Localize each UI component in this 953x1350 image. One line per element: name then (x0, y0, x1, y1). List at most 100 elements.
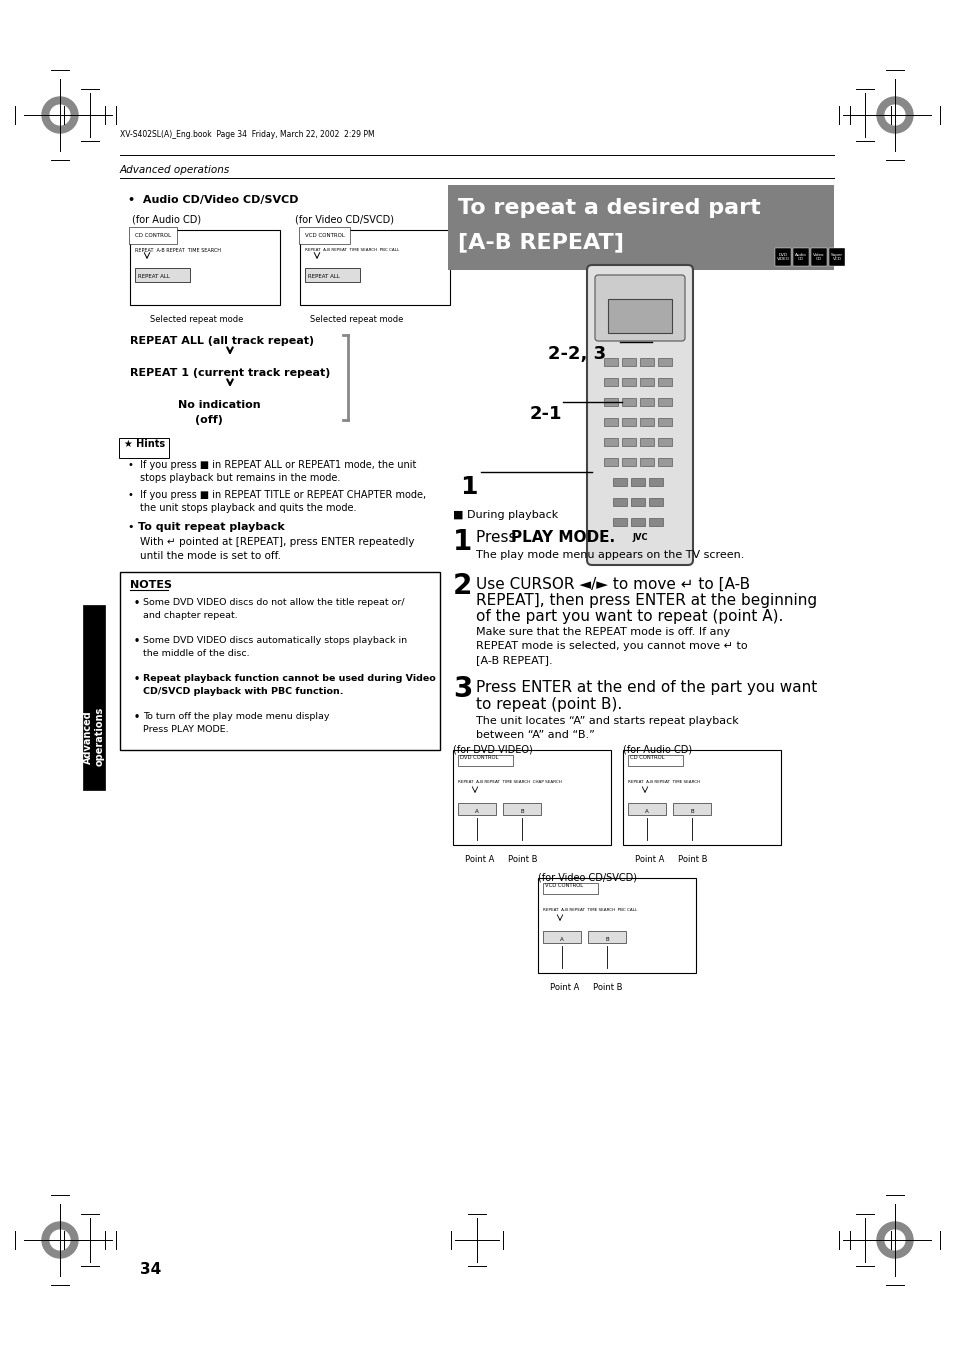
Bar (639, 437, 654, 446)
Text: The unit locates “A” and starts repeat playback: The unit locates “A” and starts repeat p… (476, 716, 738, 726)
Text: •: • (133, 711, 140, 722)
Bar (622, 751, 781, 845)
Bar (648, 478, 662, 486)
Bar (621, 458, 636, 466)
Text: CD/SVCD playback with PBC function.: CD/SVCD playback with PBC function. (143, 687, 343, 697)
Bar (639, 398, 654, 406)
Text: REPEAT  A-B REPEAT  TIME SEARCH  PBC CALL: REPEAT A-B REPEAT TIME SEARCH PBC CALL (542, 909, 637, 913)
Text: Press ENTER at the end of the part you want: Press ENTER at the end of the part you w… (476, 680, 817, 695)
Bar (639, 378, 654, 386)
Text: The play mode menu appears on the TV screen.: The play mode menu appears on the TV scr… (476, 549, 743, 560)
Text: B: B (519, 809, 523, 814)
Circle shape (876, 97, 912, 134)
Text: Some DVD VIDEO discs automatically stops playback in: Some DVD VIDEO discs automatically stops… (143, 636, 407, 645)
Circle shape (51, 1230, 70, 1250)
Bar (120, 572, 439, 751)
Text: B: B (604, 937, 608, 942)
Text: of the part you want to repeat (point A).: of the part you want to repeat (point A)… (476, 609, 782, 624)
Text: Advanced operations: Advanced operations (120, 165, 230, 176)
Bar (672, 803, 710, 815)
Text: •: • (133, 636, 140, 647)
Bar (603, 358, 618, 366)
Text: Super
VCD: Super VCD (830, 252, 842, 262)
Bar (658, 378, 671, 386)
Bar (613, 498, 626, 506)
Bar (603, 398, 618, 406)
Bar (639, 358, 654, 366)
Bar (828, 248, 844, 266)
Text: REPEAT  A-B REPEAT  TIME SEARCH: REPEAT A-B REPEAT TIME SEARCH (135, 248, 221, 252)
Text: VCD CONTROL: VCD CONTROL (544, 883, 582, 888)
Text: REPEAT ALL: REPEAT ALL (138, 274, 170, 279)
Text: A: A (644, 809, 648, 814)
Text: (for Video CD/SVCD): (for Video CD/SVCD) (294, 215, 394, 225)
Text: REPEAT], then press ENTER at the beginning: REPEAT], then press ENTER at the beginni… (476, 593, 817, 608)
Text: JVC: JVC (632, 533, 647, 541)
Text: With ↵ pointed at [REPEAT], press ENTER repeatedly: With ↵ pointed at [REPEAT], press ENTER … (140, 537, 414, 547)
Bar (774, 248, 790, 266)
Bar (603, 418, 618, 427)
Text: XV-S402SL(A)_Eng.book  Page 34  Friday, March 22, 2002  2:29 PM: XV-S402SL(A)_Eng.book Page 34 Friday, Ma… (120, 130, 375, 139)
Text: the unit stops playback and quits the mode.: the unit stops playback and quits the mo… (140, 504, 356, 513)
Bar (658, 437, 671, 446)
Text: Press: Press (476, 531, 521, 545)
Bar (537, 878, 696, 973)
Text: Selected repeat mode: Selected repeat mode (310, 315, 403, 324)
Text: Point A: Point A (464, 855, 494, 864)
Text: A: A (475, 809, 478, 814)
Bar (621, 398, 636, 406)
Text: DVD
VIDEO: DVD VIDEO (776, 252, 789, 262)
Text: Use CURSOR ◄/► to move ↵ to [A-B: Use CURSOR ◄/► to move ↵ to [A-B (476, 576, 749, 593)
Text: Advanced
operations: Advanced operations (83, 707, 105, 767)
Text: 2: 2 (453, 572, 472, 599)
Text: (for Audio CD): (for Audio CD) (132, 215, 201, 225)
Circle shape (884, 1230, 904, 1250)
Bar (627, 755, 682, 765)
Text: Make sure that the REPEAT mode is off. If any: Make sure that the REPEAT mode is off. I… (476, 626, 729, 637)
Text: to repeat (point B).: to repeat (point B). (476, 697, 621, 711)
Text: ★ Hints: ★ Hints (124, 439, 165, 450)
Text: (for Audio CD): (for Audio CD) (622, 745, 691, 755)
Bar (130, 230, 280, 305)
Text: Point A: Point A (550, 983, 578, 992)
Text: between “A” and “B.”: between “A” and “B.” (476, 730, 595, 740)
Text: stops playback but remains in the mode.: stops playback but remains in the mode. (140, 472, 340, 483)
FancyBboxPatch shape (595, 275, 684, 342)
Text: PLAY MODE.: PLAY MODE. (511, 531, 615, 545)
Bar (607, 298, 671, 333)
Text: (for DVD VIDEO): (for DVD VIDEO) (453, 745, 532, 755)
Bar (630, 498, 644, 506)
Circle shape (884, 105, 904, 126)
Text: Audio
CD: Audio CD (794, 252, 806, 262)
Bar (810, 248, 826, 266)
Text: (for Video CD/SVCD): (for Video CD/SVCD) (537, 873, 637, 883)
Bar (457, 755, 513, 765)
Bar (448, 185, 833, 270)
Bar (658, 358, 671, 366)
Text: CD CONTROL: CD CONTROL (629, 755, 664, 760)
Text: until the mode is set to off.: until the mode is set to off. (140, 551, 281, 562)
Bar (305, 269, 359, 282)
Bar (621, 418, 636, 427)
Text: •  Audio CD/Video CD/SVCD: • Audio CD/Video CD/SVCD (128, 194, 298, 205)
Text: Point B: Point B (593, 983, 622, 992)
Bar (83, 605, 105, 790)
Circle shape (42, 1222, 78, 1258)
Bar (658, 398, 671, 406)
Circle shape (42, 97, 78, 134)
Text: REPEAT 1 (current track repeat): REPEAT 1 (current track repeat) (130, 369, 330, 378)
Bar (639, 418, 654, 427)
Bar (613, 478, 626, 486)
Text: 1: 1 (453, 528, 472, 556)
Text: Point B: Point B (507, 855, 537, 864)
Text: B: B (689, 809, 693, 814)
Text: No indication: No indication (178, 400, 260, 410)
Text: Point B: Point B (678, 855, 707, 864)
Bar (792, 248, 808, 266)
Text: REPEAT ALL (all track repeat): REPEAT ALL (all track repeat) (130, 336, 314, 346)
Text: (off): (off) (194, 414, 223, 425)
Bar (453, 751, 610, 845)
Text: Selected repeat mode: Selected repeat mode (150, 315, 243, 324)
Text: •  If you press ■ in REPEAT TITLE or REPEAT CHAPTER mode,: • If you press ■ in REPEAT TITLE or REPE… (128, 490, 426, 500)
Bar (627, 803, 665, 815)
